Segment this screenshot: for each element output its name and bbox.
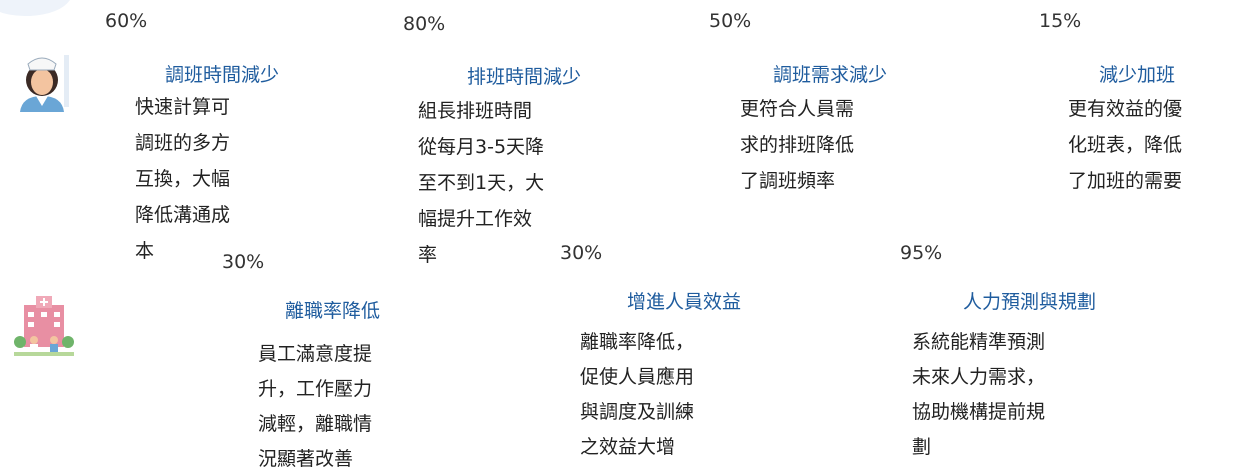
body-line: 減輕，離職情: [258, 409, 372, 436]
body-line: 互換，大幅: [135, 164, 230, 191]
body-line: 幅提升工作效: [418, 204, 532, 231]
body-line: 協助機構提前規: [912, 397, 1045, 424]
body-line: 升，工作壓力: [258, 374, 372, 401]
body-line: 與調度及訓練: [580, 397, 694, 424]
body-line: 本: [135, 236, 154, 263]
body-line: 之效益大增: [580, 432, 675, 459]
percent: 60%: [105, 10, 147, 32]
nurse-icon: [20, 55, 69, 112]
percent: 50%: [709, 10, 751, 32]
body-line: 促使人員應用: [580, 362, 694, 389]
percent: 15%: [1039, 10, 1081, 32]
item-title: 增進人員效益: [627, 287, 741, 314]
body-line: 調班的多方: [135, 128, 230, 155]
body-line: 系統能精準預測: [912, 327, 1045, 354]
body-line: 更符合人員需: [740, 94, 854, 121]
body-line: 了加班的需要: [1068, 166, 1182, 193]
percent: 80%: [403, 13, 445, 35]
percent: 95%: [900, 242, 942, 264]
body-line: 組長排班時間: [418, 96, 532, 123]
corner-shape: [0, 0, 70, 16]
hospital-icon: [14, 296, 74, 356]
body-line: 員工滿意度提: [258, 339, 372, 366]
body-line: 更有效益的優: [1068, 94, 1182, 121]
body-line: 化班表，降低: [1068, 130, 1182, 157]
item-title: 人力預測與規劃: [963, 287, 1096, 314]
body-line: 了調班頻率: [740, 166, 835, 193]
body-line: 離職率降低，: [580, 327, 694, 354]
percent: 30%: [560, 242, 602, 264]
item-title: 減少加班: [1099, 60, 1175, 87]
percent: 30%: [222, 251, 264, 273]
body-line: 快速計算可: [135, 92, 230, 119]
item-title: 調班時間減少: [165, 60, 279, 87]
item-title: 調班需求減少: [773, 60, 887, 87]
body-line: 率: [418, 240, 437, 267]
page: 60% 調班時間減少快速計算可調班的多方互換，大幅降低溝通成本 80% 排班時間減少組…: [0, 0, 1239, 469]
body-line: 從每月3-5天降: [418, 132, 544, 159]
item-title: 離職率降低: [285, 296, 380, 323]
item-title: 排班時間減少: [467, 62, 581, 89]
body-line: 未來人力需求，: [912, 362, 1045, 389]
body-line: 劃: [912, 432, 931, 459]
body-line: 至不到1天，大: [418, 168, 544, 195]
body-line: 況顯著改善: [258, 444, 353, 471]
body-line: 求的排班降低: [740, 130, 854, 157]
body-line: 降低溝通成: [135, 200, 230, 227]
